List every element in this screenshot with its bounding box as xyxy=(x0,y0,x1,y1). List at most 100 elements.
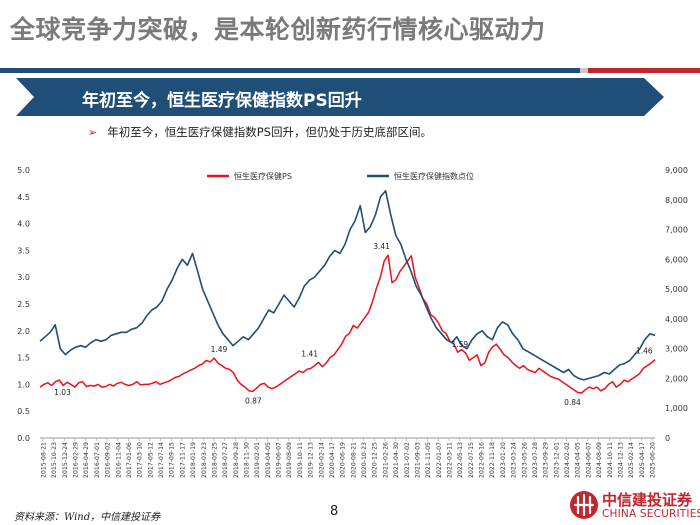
x-tick-label: 2017-01-06 xyxy=(126,442,133,478)
x-tick-label: 2020-02-14 xyxy=(318,442,325,478)
y-left-tick-label: 0.0 xyxy=(17,434,30,443)
y-right-tick-label: 0 xyxy=(665,434,670,443)
data-label: 0.84 xyxy=(564,398,581,407)
x-tick-label: 2019-02-01 xyxy=(254,442,261,478)
header-divider-red xyxy=(588,68,700,73)
y-right-tick-label: 2,000 xyxy=(665,374,688,383)
x-tick-label: 2015-10-23 xyxy=(51,442,58,478)
bullet-text: 年初至今，恒生医疗保健指数PS回升，但仍处于历史底部区间。 xyxy=(107,125,432,139)
y-right-tick-label: 5,000 xyxy=(665,285,688,294)
x-tick-label: 2020-12-25 xyxy=(372,442,379,478)
data-label: 3.41 xyxy=(373,242,390,251)
x-tick-label: 2025-04-17 xyxy=(639,442,646,478)
x-tick-label: 2021-07-02 xyxy=(404,442,411,478)
x-tick-label: 2018-03-23 xyxy=(201,442,208,478)
y-right-tick-label: 9,000 xyxy=(665,166,688,175)
header-divider-blue xyxy=(0,68,580,73)
y-left-tick-label: 4.5 xyxy=(17,193,30,202)
x-tick-label: 2023-05-26 xyxy=(521,442,528,478)
y-right-tick-label: 3,000 xyxy=(665,345,688,354)
y-left-tick-label: 3.5 xyxy=(17,246,30,255)
x-tick-label: 2021-02-26 xyxy=(382,442,389,478)
x-tick-label: 2023-09-29 xyxy=(543,442,550,478)
x-tick-label: 2025-02-14 xyxy=(628,442,635,478)
x-tick-label: 2024-04-05 xyxy=(575,442,582,478)
x-tick-label: 2018-07-27 xyxy=(222,442,229,478)
y-left-tick-label: 2.0 xyxy=(17,327,30,336)
page-title: 全球竞争力突破，是本轮创新药行情核心驱动力 xyxy=(10,15,546,44)
x-tick-label: 2024-02-02 xyxy=(564,442,571,478)
x-tick-label: 2019-06-07 xyxy=(276,442,283,478)
x-tick-label: 2018-01-19 xyxy=(190,442,197,478)
x-tick-label: 2021-11-05 xyxy=(425,442,432,478)
y-left-tick-label: 2.5 xyxy=(17,300,30,309)
y-right-tick-label: 7,000 xyxy=(665,226,688,235)
data-label: 1.03 xyxy=(54,388,71,397)
x-tick-label: 2017-11-17 xyxy=(179,442,186,478)
x-tick-label: 2025-06-20 xyxy=(650,442,657,478)
x-tick-label: 2017-03-10 xyxy=(137,442,144,478)
bullet-arrow-icon: ➢ xyxy=(88,126,98,139)
x-tick-label: 2022-09-16 xyxy=(479,442,486,478)
legend-index-label: 恒生医疗保健指数点位 xyxy=(394,171,474,181)
x-tick-label: 2017-07-14 xyxy=(158,442,165,478)
x-tick-label: 2019-10-11 xyxy=(297,442,304,478)
x-tick-label: 2023-07-28 xyxy=(532,442,539,478)
data-label: 1.49 xyxy=(211,345,228,354)
x-tick-label: 2021-04-30 xyxy=(393,442,400,478)
x-tick-label: 2022-03-11 xyxy=(447,442,454,478)
y-left-tick-label: 4.0 xyxy=(17,220,30,229)
x-tick-label: 2016-11-04 xyxy=(115,442,122,478)
x-tick-label: 2016-04-29 xyxy=(83,442,90,478)
y-left-tick-label: 5.0 xyxy=(17,166,30,175)
x-tick-label: 2023-03-24 xyxy=(511,442,518,478)
x-tick-label: 2022-11-18 xyxy=(489,442,496,478)
x-tick-label: 2015-08-21 xyxy=(41,442,48,478)
x-tick-label: 2017-09-15 xyxy=(169,442,176,478)
x-tick-label: 2018-11-30 xyxy=(244,442,251,478)
data-label: 1.46 xyxy=(636,347,653,356)
x-tick-label: 2022-05-13 xyxy=(457,442,464,478)
y-left-tick-label: 1.5 xyxy=(17,354,30,363)
x-tick-label: 2024-06-07 xyxy=(585,442,592,478)
x-tick-label: 2024-12-13 xyxy=(617,442,624,478)
x-tick-label: 2020-08-21 xyxy=(350,442,357,478)
x-tick-label: 2022-01-07 xyxy=(436,442,443,478)
series-index-line xyxy=(39,189,656,381)
logo-text-en: CHINA SECURITIES xyxy=(602,508,700,520)
data-label: 1.41 xyxy=(301,349,318,358)
x-tick-label: 2022-07-15 xyxy=(468,442,475,478)
x-tick-label: 2016-07-01 xyxy=(94,442,101,478)
x-tick-label: 2024-08-09 xyxy=(596,442,603,478)
section-title: 年初至今，恒生医疗保健指数PS回升 xyxy=(82,91,362,111)
x-tick-label: 2018-09-28 xyxy=(233,442,240,478)
y-left-tick-label: 3.0 xyxy=(17,273,30,282)
page-number: 8 xyxy=(330,504,339,519)
y-left-tick-label: 0.5 xyxy=(17,407,30,416)
y-left-tick-label: 1.0 xyxy=(17,380,30,389)
section-banner xyxy=(16,78,664,116)
x-tick-label: 2016-09-02 xyxy=(105,442,112,478)
x-tick-label: 2019-04-05 xyxy=(265,442,272,478)
x-tick-label: 2018-05-25 xyxy=(211,442,218,478)
data-label: 0.87 xyxy=(245,396,262,405)
logo-text-cn: 中信建投证券 xyxy=(602,491,693,509)
x-tick-label: 2023-01-20 xyxy=(500,442,507,478)
legend-ps-label: 恒生医疗保健PS xyxy=(234,171,292,181)
y-right-tick-label: 6,000 xyxy=(665,255,688,264)
data-label: 1.59 xyxy=(451,340,468,349)
x-tick-label: 2020-10-23 xyxy=(361,442,368,478)
chart-svg: 0.0 0.5 1.0 1.5 2.0 2.5 3.0 3.5 4.0 4.5 5.0 0 1,000 2… xyxy=(17,166,688,478)
company-logo-icon xyxy=(570,491,598,519)
x-tick-label: 2024-10-11 xyxy=(607,442,614,478)
x-tick-label: 2017-05-12 xyxy=(147,442,154,478)
x-tick-label: 2021-09-03 xyxy=(414,442,421,478)
x-tick-label: 2020-06-19 xyxy=(340,442,347,478)
y-right-tick-label: 4,000 xyxy=(665,315,688,324)
x-tick-label: 2019-08-09 xyxy=(286,442,293,478)
y-right-tick-label: 8,000 xyxy=(665,196,688,205)
source-note: 资料来源：Wind，中信建投证券 xyxy=(14,512,161,523)
series-ps-line xyxy=(39,254,656,394)
bullet-point: ➢ 年初至今，恒生医疗保健指数PS回升，但仍处于历史底部区间。 xyxy=(88,124,432,140)
x-tick-label: 2016-02-29 xyxy=(73,442,80,478)
